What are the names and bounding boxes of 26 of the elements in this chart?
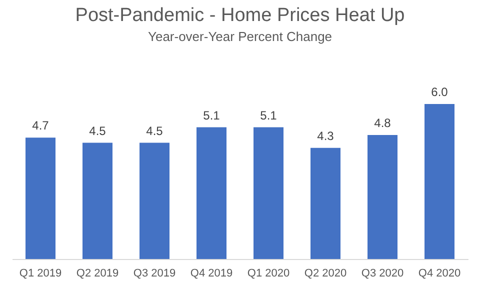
bar bbox=[140, 142, 170, 259]
x-tick-label: Q1 2019 bbox=[19, 268, 62, 280]
x-tick-label: Q3 2020 bbox=[361, 268, 404, 280]
x-tick-label: Q3 2019 bbox=[133, 268, 176, 280]
chart-title: Post-Pandemic - Home Prices Heat Up bbox=[75, 5, 405, 26]
data-label: 4.5 bbox=[89, 124, 106, 138]
data-label: 4.7 bbox=[32, 118, 50, 133]
bar bbox=[310, 148, 340, 259]
data-label: 4.3 bbox=[317, 128, 334, 143]
data-label: 4.8 bbox=[374, 116, 392, 130]
data-label: 6.0 bbox=[431, 85, 448, 99]
bar bbox=[26, 138, 56, 259]
bar bbox=[368, 135, 398, 259]
x-tick-label: Q4 2019 bbox=[190, 268, 233, 280]
bar bbox=[196, 127, 226, 259]
x-tick-label: Q2 2020 bbox=[304, 268, 347, 280]
bar bbox=[254, 127, 284, 259]
data-label: 4.5 bbox=[146, 124, 164, 138]
bar bbox=[424, 104, 454, 259]
x-tick-label: Q4 2020 bbox=[418, 268, 461, 280]
data-label: 5.1 bbox=[260, 108, 278, 122]
x-tick-label: Q2 2019 bbox=[76, 268, 119, 280]
chart-subtitle: Year-over-Year Percent Change bbox=[148, 29, 332, 44]
bar bbox=[82, 142, 112, 259]
data-label: 5.1 bbox=[203, 108, 220, 122]
x-tick-label: Q1 2020 bbox=[247, 268, 290, 280]
